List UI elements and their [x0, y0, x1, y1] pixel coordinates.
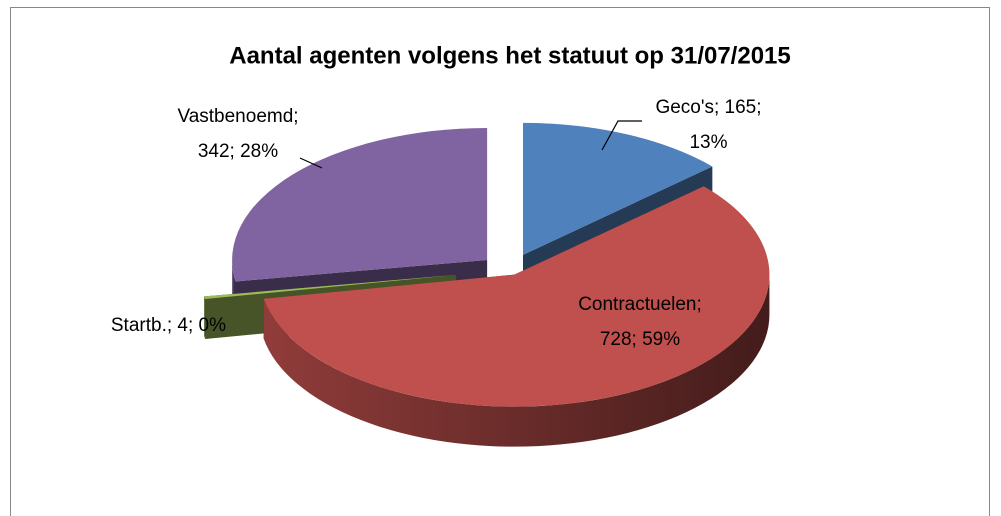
slice	[523, 122, 713, 255]
pie	[204, 122, 770, 447]
chart-title: Aantal agenten volgens het statuut op 31…	[229, 42, 791, 69]
slice	[263, 186, 770, 407]
data-label: Geco's; 165; 13%	[655, 97, 762, 153]
slice-side	[263, 274, 770, 447]
data-label: Startb.; 4; 0%	[110, 315, 226, 336]
leader-line	[299, 157, 323, 169]
leader-line	[601, 120, 642, 151]
data-label: Vastbenoemd; 342; 28%	[177, 106, 299, 162]
data-label: Contractuelen; 728; 59%	[578, 294, 702, 350]
slice-side	[204, 296, 206, 340]
slice	[263, 186, 770, 447]
slice	[204, 274, 456, 300]
slice	[232, 127, 488, 282]
